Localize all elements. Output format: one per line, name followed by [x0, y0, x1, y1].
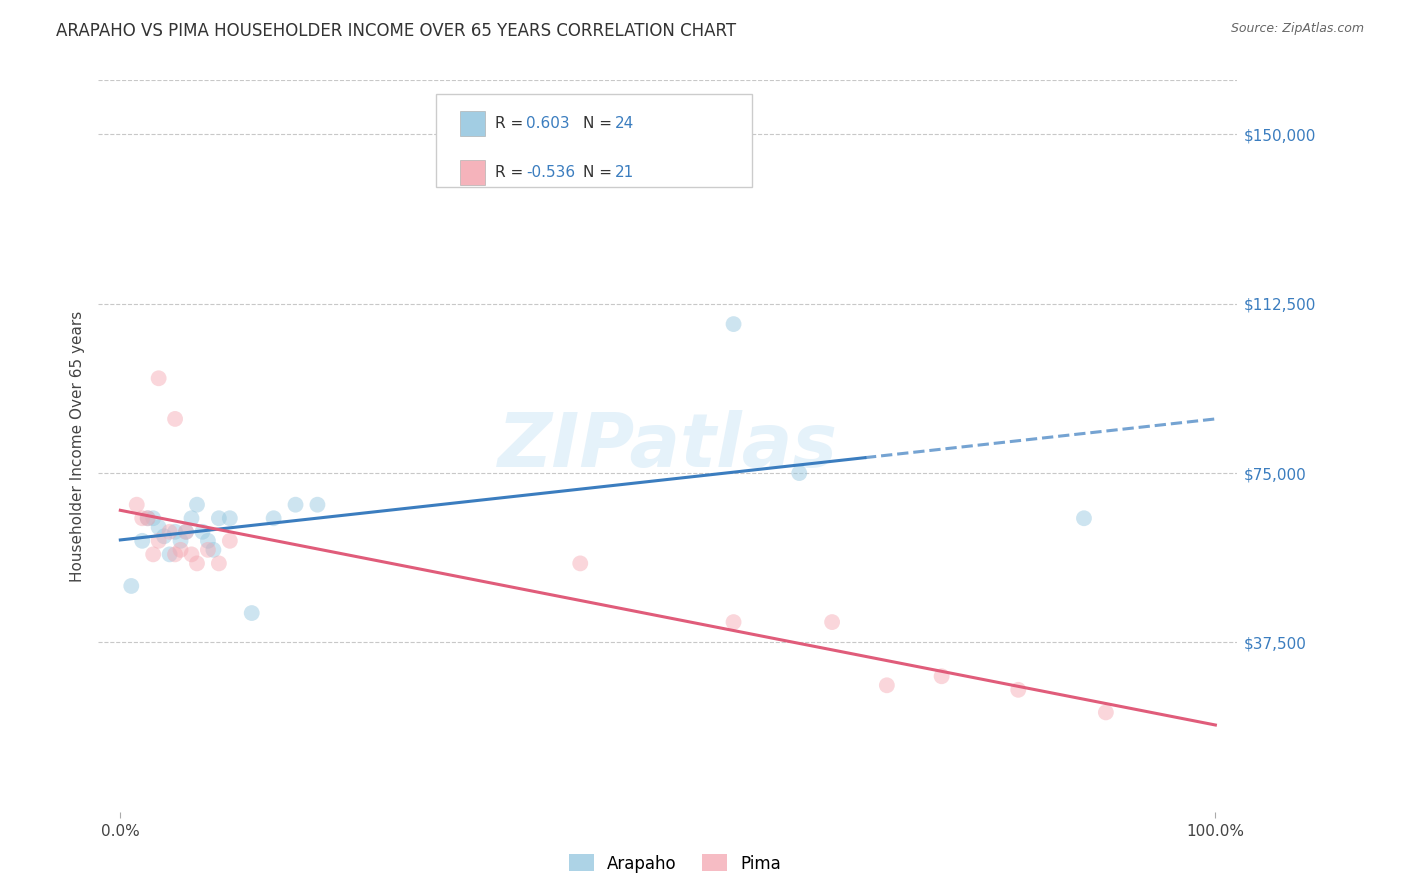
Point: [569, 557, 592, 571]
Point: [307, 498, 329, 512]
Point: [148, 533, 170, 548]
Text: R =: R =: [495, 165, 529, 179]
Y-axis label: Householder Income Over 65 years: Householder Income Over 65 years: [69, 310, 84, 582]
Point: [125, 498, 148, 512]
Point: [240, 606, 263, 620]
Point: [202, 542, 225, 557]
Point: [169, 533, 191, 548]
Text: ARAPAHO VS PIMA HOUSEHOLDER INCOME OVER 65 YEARS CORRELATION CHART: ARAPAHO VS PIMA HOUSEHOLDER INCOME OVER …: [56, 22, 737, 40]
Point: [142, 511, 165, 525]
Text: 0.603: 0.603: [526, 116, 569, 130]
Point: [1095, 706, 1118, 720]
Point: [180, 547, 202, 561]
Point: [136, 511, 159, 525]
Point: [159, 547, 181, 561]
Point: [218, 511, 240, 525]
Text: Source: ZipAtlas.com: Source: ZipAtlas.com: [1230, 22, 1364, 36]
Point: [136, 511, 159, 525]
Point: [180, 511, 202, 525]
Text: N =: N =: [583, 165, 617, 179]
Point: [165, 412, 187, 426]
Point: [1073, 511, 1095, 525]
Point: [165, 547, 187, 561]
Point: [1007, 682, 1029, 697]
Point: [723, 317, 745, 331]
Point: [153, 529, 176, 543]
Text: 21: 21: [614, 165, 634, 179]
Point: [263, 511, 285, 525]
Point: [186, 557, 208, 571]
Point: [197, 533, 219, 548]
Point: [821, 615, 844, 629]
Point: [191, 524, 214, 539]
Point: [284, 498, 307, 512]
Point: [159, 524, 181, 539]
Point: [148, 371, 170, 385]
Point: [876, 678, 898, 692]
Point: [197, 542, 219, 557]
Text: 24: 24: [614, 116, 634, 130]
Point: [186, 498, 208, 512]
Text: -0.536: -0.536: [526, 165, 575, 179]
Point: [131, 533, 153, 548]
Point: [131, 511, 153, 525]
Point: [208, 511, 231, 525]
Point: [208, 557, 231, 571]
Point: [174, 524, 197, 539]
Point: [120, 579, 142, 593]
Point: [142, 547, 165, 561]
Legend: Arapaho, Pima: Arapaho, Pima: [562, 847, 787, 880]
Point: [723, 615, 745, 629]
Text: ZIPatlas: ZIPatlas: [498, 409, 838, 483]
Point: [218, 533, 240, 548]
Text: R =: R =: [495, 116, 529, 130]
Point: [169, 542, 191, 557]
Point: [165, 524, 187, 539]
Point: [148, 520, 170, 534]
Text: N =: N =: [583, 116, 617, 130]
Point: [787, 466, 810, 480]
Point: [931, 669, 953, 683]
Point: [174, 524, 197, 539]
